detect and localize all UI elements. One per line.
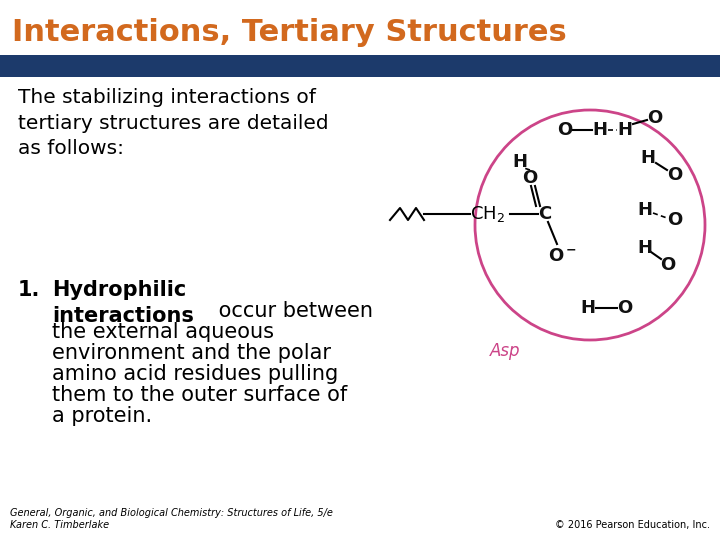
Text: O: O bbox=[523, 169, 538, 187]
Text: the external aqueous: the external aqueous bbox=[52, 322, 274, 342]
Text: H: H bbox=[618, 121, 632, 139]
Text: amino acid residues pulling: amino acid residues pulling bbox=[52, 364, 338, 384]
Text: $\mathregular{CH_2}$: $\mathregular{CH_2}$ bbox=[470, 204, 505, 224]
Text: them to the outer surface of: them to the outer surface of bbox=[52, 385, 347, 405]
Text: H: H bbox=[637, 239, 652, 257]
Circle shape bbox=[475, 110, 705, 340]
Text: General, Organic, and Biological Chemistry: Structures of Life, 5/e
Karen C. Tim: General, Organic, and Biological Chemist… bbox=[10, 508, 333, 530]
Text: O: O bbox=[647, 109, 662, 127]
Text: O: O bbox=[617, 299, 633, 317]
Text: Hydrophilic
interactions: Hydrophilic interactions bbox=[52, 280, 194, 326]
Text: O: O bbox=[667, 166, 683, 184]
Text: © 2016 Pearson Education, Inc.: © 2016 Pearson Education, Inc. bbox=[555, 520, 710, 530]
Text: O: O bbox=[557, 121, 572, 139]
Bar bbox=[0, 55, 720, 77]
Text: 1.: 1. bbox=[18, 280, 40, 300]
Text: Interactions, Tertiary Structures: Interactions, Tertiary Structures bbox=[12, 18, 567, 47]
Text: O: O bbox=[667, 211, 683, 229]
Text: $\mathregular{O^-}$: $\mathregular{O^-}$ bbox=[549, 247, 577, 265]
Text: H: H bbox=[580, 299, 595, 317]
Text: occur between: occur between bbox=[212, 301, 373, 321]
Text: C: C bbox=[539, 205, 552, 223]
Text: H: H bbox=[637, 201, 652, 219]
Text: H: H bbox=[641, 149, 655, 167]
Text: environment and the polar: environment and the polar bbox=[52, 343, 331, 363]
Text: O: O bbox=[660, 256, 675, 274]
Text: H: H bbox=[593, 121, 608, 139]
Text: H: H bbox=[513, 153, 528, 171]
Text: The stabilizing interactions of
tertiary structures are detailed
as follows:: The stabilizing interactions of tertiary… bbox=[18, 88, 328, 159]
Text: a protein.: a protein. bbox=[52, 406, 152, 426]
Text: Asp: Asp bbox=[490, 342, 521, 360]
